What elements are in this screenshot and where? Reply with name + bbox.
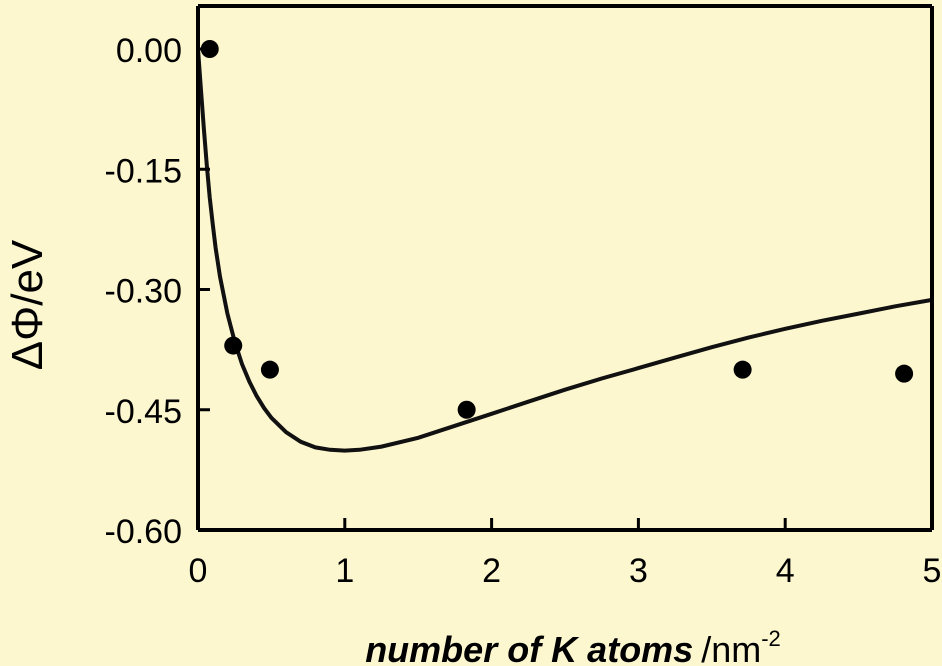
y-tick-label: -0.60 (105, 513, 183, 551)
y-tick-label: -0.45 (105, 393, 183, 431)
x-axis-label: number of K atoms/nm-2 (365, 626, 781, 666)
x-tick-label: 4 (776, 552, 795, 590)
axes-frame (196, 4, 934, 532)
data-point (224, 336, 243, 355)
x-tick-label: 1 (335, 552, 354, 590)
data-point (457, 400, 476, 419)
plot-area (198, 6, 932, 530)
x-tick-label: 5 (923, 552, 942, 590)
x-tick-label: 2 (482, 552, 501, 590)
data-point (733, 360, 752, 379)
fit-curve (196, 48, 933, 453)
y-tick-label: -0.15 (105, 152, 183, 190)
data-points-group (200, 40, 914, 419)
data-layer (196, 40, 933, 453)
x-tick-label: 0 (189, 552, 208, 590)
data-point (260, 360, 279, 379)
x-tick-label: 3 (629, 552, 648, 590)
y-ticks-group: 0.00 -0.15 -0.30 -0.45 -0.60 (105, 32, 210, 551)
y-tick-label: 0.00 (116, 32, 182, 70)
x-ticks-group: 0 1 2 3 4 5 (189, 518, 942, 590)
y-tick-label: -0.30 (105, 273, 183, 311)
data-point (895, 364, 914, 383)
x-axis-label-main: number of K atoms (365, 629, 693, 666)
x-axis-label-exponent: -2 (761, 626, 781, 651)
y-axis-label: ΔΦ/eV (3, 239, 52, 370)
x-axis-label-unit: /nm (701, 629, 761, 666)
